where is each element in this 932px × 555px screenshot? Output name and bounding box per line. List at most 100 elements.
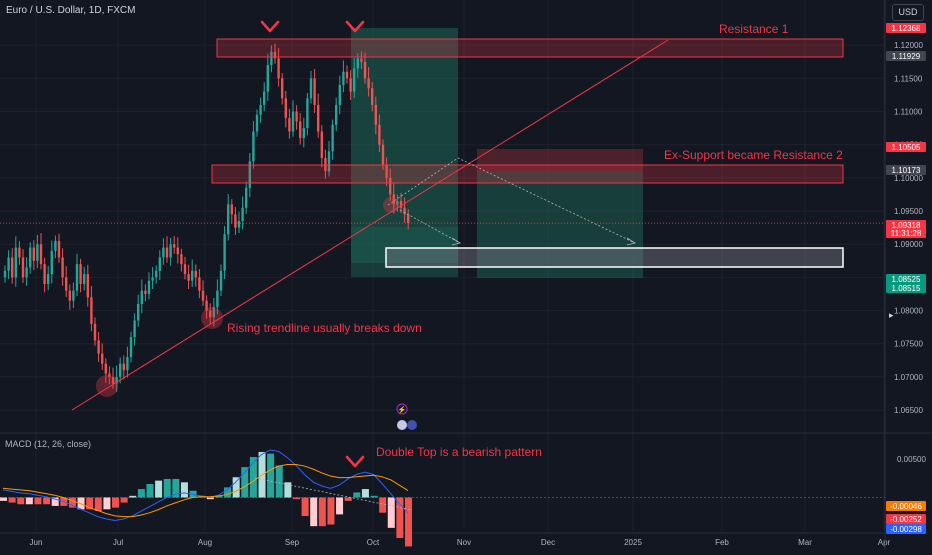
macd-histogram-bar bbox=[241, 467, 249, 498]
candle bbox=[194, 270, 197, 278]
candle bbox=[241, 207, 244, 221]
candle bbox=[367, 78, 370, 89]
candle bbox=[144, 290, 147, 294]
resistance-2-box[interactable] bbox=[211, 164, 844, 184]
macd-price-tag bbox=[886, 501, 926, 511]
macd-histogram-bar bbox=[8, 497, 16, 503]
macd-histogram-bar bbox=[137, 489, 145, 498]
candle bbox=[32, 247, 35, 261]
y-tick-label: 1.06500 bbox=[894, 406, 923, 415]
eu-flag-icon[interactable] bbox=[407, 420, 417, 430]
candle bbox=[57, 240, 61, 258]
candle bbox=[291, 111, 295, 132]
y-tick-label: 1.11500 bbox=[894, 74, 923, 83]
candle bbox=[137, 303, 140, 321]
price-label-tag bbox=[886, 165, 926, 175]
trendline-label: Rising trendline usually breaks down bbox=[227, 321, 422, 335]
candle bbox=[14, 247, 17, 278]
price-label-text: 1.10173 bbox=[892, 166, 921, 175]
macd-histogram-bar bbox=[17, 497, 25, 505]
candle bbox=[356, 58, 359, 69]
macd-y-tick-label: 0.00500 bbox=[897, 455, 926, 464]
candle bbox=[273, 51, 277, 59]
currency-button[interactable]: USD bbox=[892, 4, 924, 21]
rising-trendline[interactable] bbox=[71, 39, 669, 411]
candle bbox=[29, 247, 32, 268]
candle bbox=[54, 240, 57, 251]
candle bbox=[363, 61, 367, 79]
macd-histogram-bar bbox=[129, 495, 137, 498]
trendline-touch-marker bbox=[383, 197, 399, 213]
macd-price-text: -0.00252 bbox=[890, 515, 922, 524]
candle bbox=[104, 363, 107, 374]
candle bbox=[385, 164, 388, 178]
candle bbox=[173, 244, 176, 248]
candle bbox=[129, 337, 133, 358]
candle bbox=[281, 78, 284, 99]
resistance-1-box[interactable] bbox=[216, 38, 844, 58]
macd-histogram-bar bbox=[25, 497, 33, 505]
macd-price-tag bbox=[886, 514, 926, 524]
candle bbox=[18, 247, 21, 258]
double-top-marker-icon bbox=[260, 20, 280, 33]
macd-histogram-bar bbox=[224, 487, 232, 498]
candle bbox=[140, 290, 143, 304]
signal-line bbox=[2, 464, 409, 518]
candle bbox=[151, 277, 154, 281]
candle bbox=[97, 340, 100, 354]
us-flag-icon[interactable] bbox=[397, 420, 407, 430]
candle bbox=[183, 264, 187, 275]
macd-indicator-label[interactable]: MACD (12, 26, close) bbox=[5, 439, 92, 449]
candle bbox=[320, 131, 323, 158]
candle bbox=[83, 274, 86, 285]
macd-histogram-bar bbox=[327, 497, 335, 525]
target-box[interactable] bbox=[385, 247, 844, 268]
candle bbox=[126, 357, 129, 371]
candle bbox=[327, 151, 331, 172]
candle bbox=[360, 58, 363, 62]
projection-arrow bbox=[399, 209, 461, 244]
candle bbox=[277, 58, 280, 79]
candle bbox=[75, 264, 79, 291]
candle bbox=[331, 124, 334, 152]
candle bbox=[295, 111, 298, 122]
macd-histogram-bar bbox=[103, 497, 111, 510]
candle bbox=[227, 204, 230, 235]
macd-divergence-line bbox=[254, 477, 413, 511]
candle bbox=[399, 201, 403, 208]
macd-histogram-bar bbox=[172, 478, 180, 498]
price-label-tag bbox=[886, 274, 926, 284]
x-tick-label: Oct bbox=[367, 538, 380, 547]
macd-histogram-bar bbox=[292, 497, 300, 500]
macd-price-text: -0.00298 bbox=[890, 525, 922, 534]
candle bbox=[248, 161, 251, 188]
candle bbox=[245, 187, 248, 208]
candle bbox=[407, 214, 410, 223]
macd-histogram-bar bbox=[155, 480, 163, 498]
candle bbox=[223, 234, 226, 271]
macd-histogram-bar bbox=[68, 497, 76, 508]
candle bbox=[389, 177, 392, 195]
double-top-label: Double Top is a bearish pattern bbox=[376, 445, 542, 459]
candle bbox=[230, 204, 233, 215]
macd-histogram-bar bbox=[51, 497, 59, 506]
candle bbox=[306, 98, 309, 129]
lightning-icon[interactable] bbox=[396, 403, 408, 415]
candle bbox=[263, 91, 266, 105]
price-label-text: 1.12368 bbox=[892, 24, 921, 33]
projection-path bbox=[387, 157, 636, 244]
candle bbox=[252, 131, 255, 162]
macd-histogram-bar bbox=[275, 465, 283, 498]
macd-histogram-bar bbox=[336, 497, 344, 515]
candle bbox=[205, 300, 208, 311]
lightning-glyph: ⚡ bbox=[398, 405, 407, 414]
candle bbox=[209, 310, 212, 318]
candle bbox=[371, 88, 374, 105]
candle bbox=[158, 257, 161, 271]
y-tick-label: 1.07500 bbox=[894, 340, 923, 349]
macd-price-text: -0.00046 bbox=[890, 502, 922, 511]
y-tick-label: 1.10000 bbox=[894, 174, 923, 183]
candle bbox=[342, 71, 345, 85]
